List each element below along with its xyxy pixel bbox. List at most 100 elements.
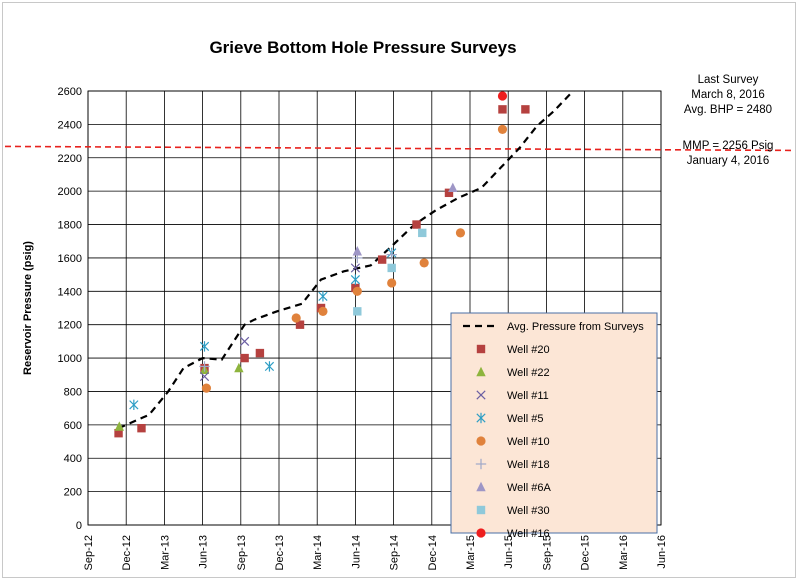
y-tick-label: 0 — [76, 520, 82, 532]
well-20-point — [498, 105, 507, 114]
y-tick-label: 400 — [64, 453, 82, 465]
x-tick-label: Dec-12 — [121, 535, 133, 570]
well-20-point — [255, 348, 265, 358]
well-22-point — [234, 362, 244, 373]
legend-well-6a-label: Well #6A — [507, 482, 551, 494]
well-11-point — [350, 263, 361, 273]
x-tick-label: Jun-14 — [350, 535, 362, 569]
last-survey-annotation: Last Survey — [698, 74, 759, 86]
legend-well-20-label: Well #20 — [507, 344, 550, 356]
legend-well-18-marker — [475, 458, 487, 470]
legend-well-10-marker — [476, 436, 486, 446]
well-30-point — [387, 263, 396, 273]
well-22-point — [114, 421, 125, 431]
x-tick-label: Mar-15 — [465, 535, 477, 570]
annotations: Last Survey March 8, 2016 Avg. BHP = 2480 M… — [683, 74, 774, 167]
y-tick-label: 1800 — [58, 220, 82, 232]
x-tick-label: Dec-15 — [580, 535, 592, 570]
well-18-point — [199, 361, 210, 372]
well-20-point — [295, 320, 305, 329]
y-tick-label: 2400 — [58, 119, 82, 131]
y-tick-label: 1400 — [58, 286, 82, 298]
legend-well-22-marker — [476, 366, 486, 377]
mmp-annotation: January 4, 2016 — [687, 155, 769, 167]
well-18-point — [386, 249, 397, 260]
well-10-point — [201, 383, 212, 393]
x-tick-label: Jun-16 — [656, 535, 668, 569]
legend-well-20-marker — [476, 344, 486, 354]
y-tick-label: 2000 — [58, 186, 82, 198]
legend-well-5-marker — [476, 412, 486, 424]
x-tick-label: Mar-14 — [312, 535, 324, 570]
avg-pressure-line — [118, 91, 575, 430]
well-30-point — [353, 307, 362, 316]
plot-border — [87, 90, 662, 526]
legend-well-22-label: Well #22 — [507, 367, 550, 379]
x-tick-label: Sep-12 — [83, 535, 95, 570]
last-survey-annotation: March 8, 2016 — [691, 89, 765, 101]
mmp-annotation: MMP = 2256 Psig — [683, 140, 774, 152]
well-10-point — [387, 278, 397, 288]
well-10-point — [291, 313, 301, 323]
y-tick-label: 2200 — [58, 153, 82, 165]
well-6a-point — [448, 182, 458, 193]
y-tick-label: 800 — [64, 386, 82, 398]
well-30-point — [418, 228, 427, 238]
well-20-point — [412, 220, 421, 229]
x-tick-label: Sep-14 — [389, 535, 401, 570]
well-20-point — [114, 428, 123, 438]
well-10-point — [352, 286, 362, 296]
legend-well-30-label: Well #30 — [507, 505, 550, 517]
well-6a-point — [352, 246, 363, 256]
well-10-point — [419, 258, 429, 268]
x-tick-label: Mar-16 — [618, 535, 630, 570]
well-20-point — [521, 105, 530, 114]
last-survey-annotation: Avg. BHP = 2480 — [684, 104, 772, 116]
legend-well-10-label: Well #10 — [507, 436, 550, 448]
x-tick-label: Jun-15 — [503, 535, 515, 569]
legend: Avg. Pressure from Surveys Well #20 Well #… — [450, 312, 658, 540]
x-tick-label: Sep-13 — [236, 535, 248, 570]
y-tick-label: 600 — [64, 420, 82, 432]
y-tick-label: 1200 — [58, 320, 82, 332]
legend-avg-line-label: Avg. Pressure from Surveys — [507, 321, 644, 333]
y-tick-label: 1000 — [58, 353, 82, 365]
well-16-point — [497, 91, 508, 101]
legend-well-6a-marker — [476, 481, 486, 492]
y-tick-label: 2600 — [58, 86, 82, 98]
legend-well-30-marker — [476, 505, 486, 515]
well-10-point — [318, 306, 328, 316]
x-tick-label: Dec-13 — [274, 535, 286, 570]
well-20-point — [137, 423, 146, 433]
plot-area: 0 200 400 600 800 1000 1200 1400 1600 1800 2000 220… — [4, 86, 796, 570]
well-5-point — [129, 399, 139, 411]
well-11-point — [199, 371, 210, 382]
well-5-point — [199, 341, 210, 352]
legend-well-16-label: Well #16 — [507, 528, 550, 540]
well-5-point — [350, 274, 361, 285]
legend-well-5-label: Well #5 — [507, 413, 543, 425]
legend-well-18-label: Well #18 — [507, 459, 550, 471]
legend-well-16-marker — [476, 528, 486, 538]
y-tick-label: 1600 — [58, 253, 82, 265]
x-tick-label: Jun-13 — [198, 535, 210, 569]
well-5-point — [318, 291, 328, 302]
well-20-point — [377, 255, 387, 264]
pressure-chart: Grieve Bottom Hole Pressure Surveys 0 200… — [4, 38, 796, 570]
mmp-reference-line — [4, 145, 796, 152]
well-20-point — [444, 188, 454, 198]
well-5-point — [264, 361, 275, 372]
y-axis-label: Reservoir Pressure (psig) — [22, 241, 34, 375]
chart-title: Grieve Bottom Hole Pressure Surveys — [209, 38, 516, 57]
well-10-point — [497, 124, 508, 134]
legend-well-11-marker — [476, 390, 486, 400]
x-tick-label: Dec-14 — [427, 535, 439, 570]
well-11-point — [239, 336, 250, 347]
legend-well-11-label: Well #11 — [507, 390, 549, 402]
x-tick-label: Sep-15 — [541, 535, 553, 570]
well-10-point — [455, 228, 466, 238]
x-tick-label: Mar-13 — [159, 535, 171, 570]
legend-box — [450, 312, 658, 534]
y-tick-label: 200 — [64, 487, 82, 499]
